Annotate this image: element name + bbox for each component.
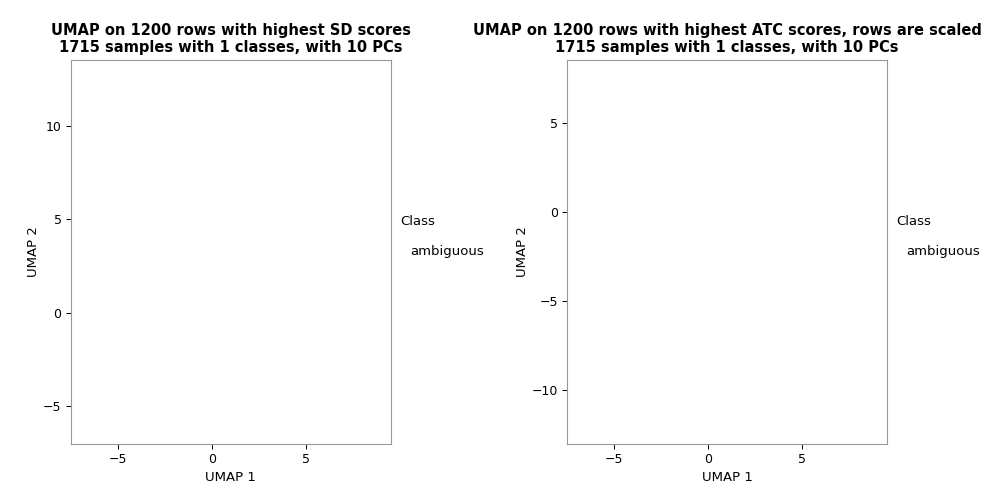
Title: UMAP on 1200 rows with highest SD scores
1715 samples with 1 classes, with 10 PC: UMAP on 1200 rows with highest SD scores…	[50, 23, 410, 55]
Y-axis label: UMAP 2: UMAP 2	[27, 227, 40, 277]
X-axis label: UMAP 1: UMAP 1	[702, 471, 752, 484]
Text: Class: Class	[400, 215, 435, 228]
Text: Class: Class	[897, 215, 931, 228]
Text: ambiguous: ambiguous	[410, 245, 484, 259]
Title: UMAP on 1200 rows with highest ATC scores, rows are scaled
1715 samples with 1 c: UMAP on 1200 rows with highest ATC score…	[473, 23, 982, 55]
X-axis label: UMAP 1: UMAP 1	[206, 471, 256, 484]
Y-axis label: UMAP 2: UMAP 2	[516, 227, 528, 277]
Text: ambiguous: ambiguous	[906, 245, 980, 259]
